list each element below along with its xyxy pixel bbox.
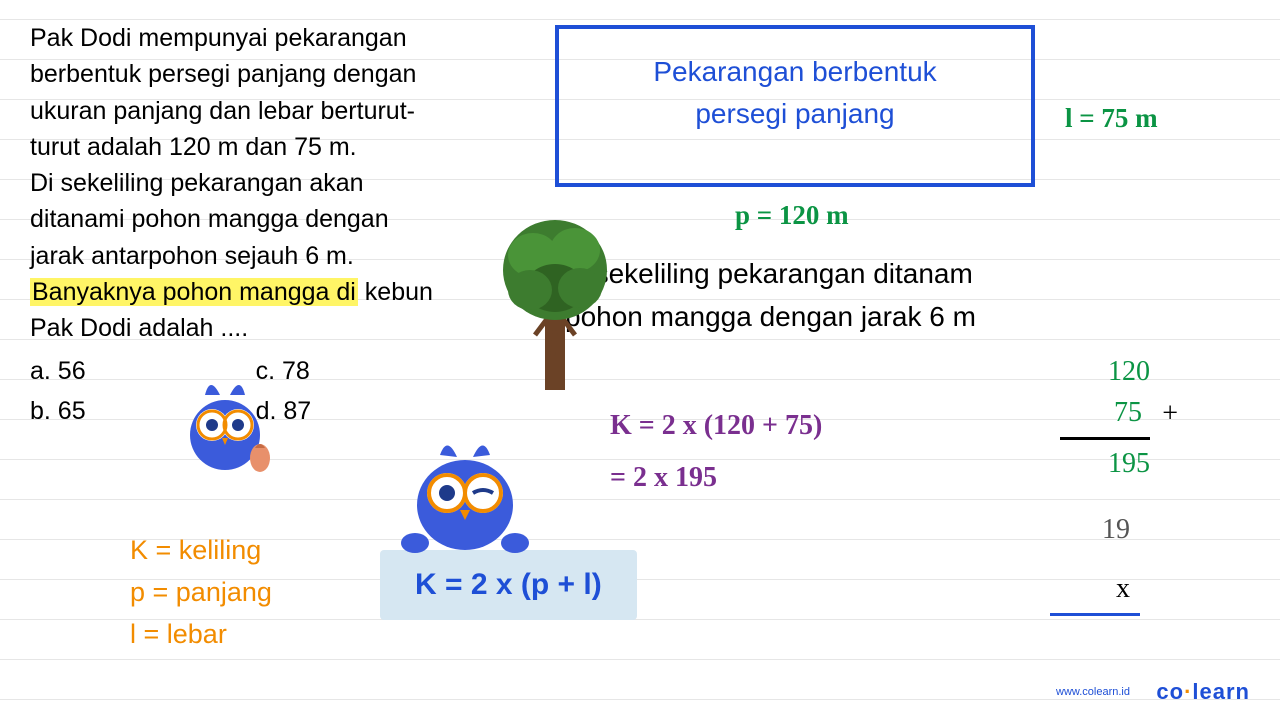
box-line-2: persegi panjang — [695, 98, 894, 129]
website-url: www.colearn.id — [1056, 686, 1130, 698]
tree-icon — [495, 200, 615, 400]
problem-line: Pak Dodi mempunyai pekarangan — [30, 24, 407, 52]
logo-co: co — [1156, 679, 1184, 704]
rectangle-label: Pekarangan berbentuk persegi panjang — [653, 51, 936, 135]
highlighted-phrase: Banyaknya pohon mangga di — [30, 278, 358, 306]
multi-val: 19 — [1060, 510, 1130, 551]
plus-sign: + — [1162, 394, 1178, 435]
rectangle-diagram: Pekarangan berbentuk persegi panjang — [555, 25, 1035, 187]
addend-1: 120 — [1060, 352, 1150, 393]
formula-legend: K = keliling p = panjang l = lebar — [130, 530, 272, 656]
problem-text: Pak Dodi mempunyai pekarangan berbentuk … — [30, 20, 525, 346]
formula-box: K = 2 x (p + l) — [380, 550, 637, 620]
after-highlight: kebun — [358, 278, 433, 306]
calc-line-1: K = 2 x (120 + 75) — [610, 400, 822, 452]
legend-k: K = keliling — [130, 530, 272, 572]
problem-line: ukuran panjang dan lebar berturut- — [30, 97, 415, 125]
problem-line: ditanami pohon mangga dengan — [30, 205, 389, 233]
calc-line-2: = 2 x 195 — [610, 452, 822, 504]
condition-line-1: di sekeliling pekarangan ditanam — [565, 252, 976, 295]
condition-line-2: pohon mangga dengan jarak 6 m — [565, 295, 976, 338]
problem-line: berbentuk persegi panjang dengan — [30, 60, 416, 88]
sum-result: 195 — [1060, 444, 1150, 485]
logo-learn: learn — [1192, 679, 1250, 704]
length-label: p = 120 m — [735, 200, 849, 231]
problem-line: Di sekeliling pekarangan akan — [30, 169, 364, 197]
problem-line: turut adalah 120 m dan 75 m. — [30, 133, 357, 161]
addend-2: 75 — [1060, 393, 1142, 434]
owl-mascot-small-icon — [170, 370, 280, 475]
perimeter-formula: K = 2 x (p + l) — [415, 568, 602, 601]
brand-logo: co·learn — [1156, 679, 1250, 705]
legend-p: p = panjang — [130, 572, 272, 614]
condition-text: di sekeliling pekarangan ditanam pohon m… — [565, 252, 976, 339]
multiplication-work: 19 x — [1060, 510, 1130, 616]
option-a: a. 56 — [30, 351, 86, 391]
addition-work: 120 75 + 195 — [1060, 352, 1150, 485]
sum-line — [1060, 437, 1150, 440]
multi-line — [1050, 613, 1140, 616]
problem-last-line: Pak Dodi adalah .... — [30, 314, 248, 342]
option-b: b. 65 — [30, 391, 86, 431]
legend-l: l = lebar — [130, 614, 272, 656]
width-label: l = 75 m — [1065, 103, 1158, 134]
owl-mascot-large-icon — [395, 435, 535, 555]
multiply-sign: x — [1060, 569, 1130, 610]
perimeter-calculation: K = 2 x (120 + 75) = 2 x 195 — [610, 400, 822, 504]
box-line-1: Pekarangan berbentuk — [653, 56, 936, 87]
problem-line: jarak antarpohon sejauh 6 m. — [30, 242, 354, 270]
